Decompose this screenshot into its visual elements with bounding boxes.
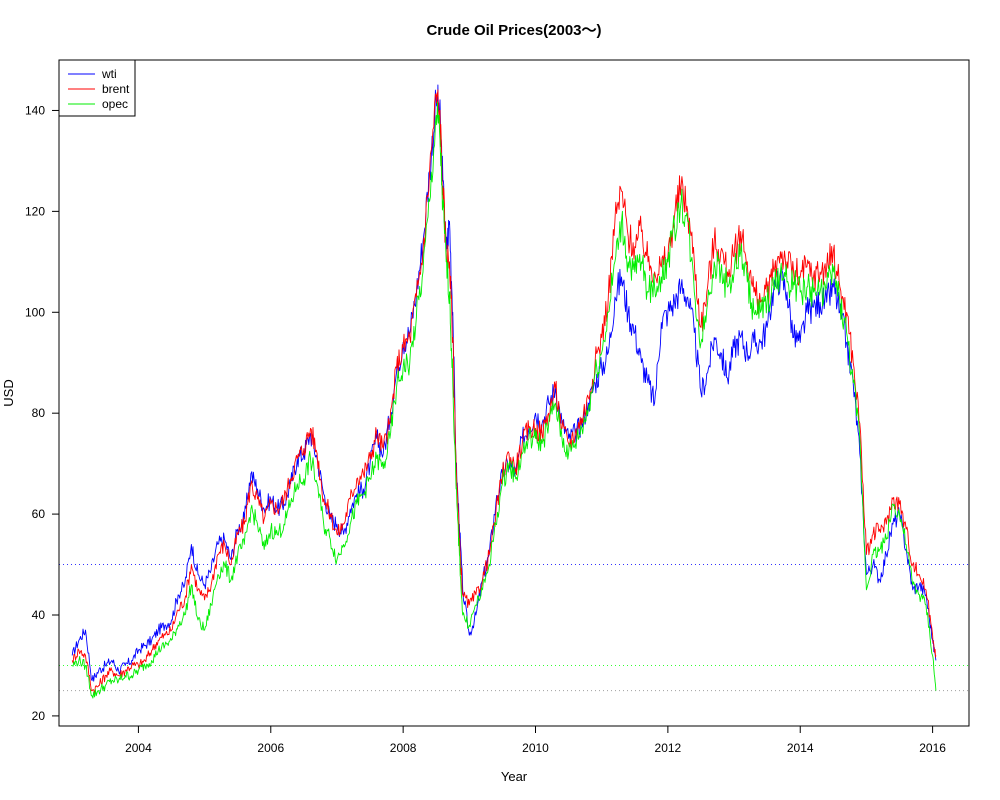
y-tick-label: 120 [25, 204, 45, 218]
y-tick-label: 60 [32, 507, 46, 521]
y-axis: 20 40 60 80 100 120 140 [25, 103, 59, 723]
x-tick-label: 2014 [787, 741, 814, 755]
y-tick-label: 80 [32, 406, 46, 420]
chart-title: Crude Oil Prices(2003～) [426, 22, 601, 39]
x-axis-label: Year [501, 769, 528, 784]
legend-label-brent: brent [102, 82, 130, 96]
plot-area-border [58, 59, 970, 727]
series-lines [71, 84, 937, 699]
x-tick-label: 2006 [257, 741, 284, 755]
x-tick-label: 2012 [655, 741, 682, 755]
x-tick-label: 2008 [390, 741, 417, 755]
legend-label-wti: wti [101, 67, 117, 81]
x-tick-label: 2016 [919, 741, 946, 755]
x-tick-label: 2010 [522, 741, 549, 755]
y-axis-label: USD [1, 379, 16, 406]
y-tick-label: 20 [32, 709, 46, 723]
legend-box [58, 59, 136, 117]
legend-label-opec: opec [102, 97, 128, 111]
y-tick-label: 40 [32, 608, 46, 622]
series-line-brent [71, 89, 937, 695]
x-tick-label: 2004 [125, 741, 152, 755]
y-tick-label: 140 [25, 103, 45, 117]
y-tick-label: 100 [25, 305, 45, 319]
series-line-opec [71, 101, 937, 699]
x-axis: 2004 2006 2008 2010 2012 2014 2016 [125, 726, 946, 755]
